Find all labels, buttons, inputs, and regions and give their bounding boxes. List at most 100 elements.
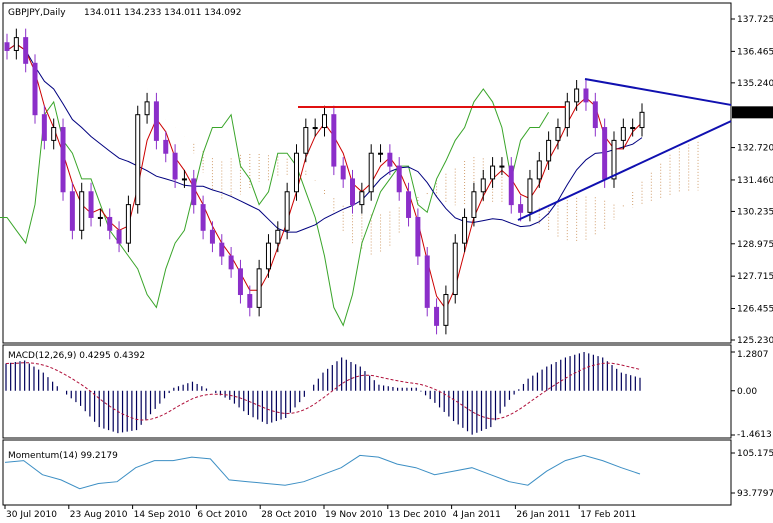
candle-body xyxy=(350,178,356,206)
macd-tick-label: 0.00 xyxy=(737,387,757,397)
candle-body xyxy=(228,255,234,270)
candle-body xyxy=(546,139,552,162)
candle-body xyxy=(69,191,75,231)
candle-body xyxy=(471,191,477,218)
candle-body xyxy=(60,127,66,193)
date-tick-label: 19 Nov 2010 xyxy=(325,510,383,520)
candle-body xyxy=(378,152,384,155)
candle-body xyxy=(303,127,309,154)
main-panel xyxy=(2,2,732,344)
slow-moving-average xyxy=(6,43,643,233)
candle-body xyxy=(406,191,412,218)
price-tick-label: 125.230 xyxy=(737,336,773,346)
candle-body xyxy=(490,165,496,180)
candle-body xyxy=(574,88,580,103)
lower-trendline xyxy=(517,120,732,221)
candle-body xyxy=(611,139,617,180)
date-tick-label: 6 Oct 2010 xyxy=(197,510,247,520)
candle-body xyxy=(163,139,169,154)
chart-title: GBPJPY,Daily xyxy=(8,8,66,18)
candle-body xyxy=(639,111,645,129)
price-tick-label: 126.455 xyxy=(737,305,773,315)
candle-body xyxy=(340,165,346,180)
candle-body xyxy=(583,88,589,103)
candle-body xyxy=(237,268,243,296)
candle-body xyxy=(209,229,215,244)
candle-body xyxy=(331,114,337,167)
candle-body xyxy=(32,62,38,116)
candle-body xyxy=(247,294,253,308)
candle-body xyxy=(555,127,561,141)
candle-body xyxy=(396,165,402,193)
candle-body xyxy=(181,178,187,181)
candle-body xyxy=(88,191,94,218)
macd-histogram xyxy=(5,352,641,435)
candle-body xyxy=(387,152,393,167)
macd-tick-label: 1.2807 xyxy=(737,350,769,360)
candle-body xyxy=(125,204,131,244)
price-tick-label: 137.725 xyxy=(737,15,773,25)
date-tick-label: 14 Sep 2010 xyxy=(134,510,191,520)
date-tick-label: 17 Feb 2011 xyxy=(580,510,636,520)
candle-body xyxy=(135,114,141,206)
date-tick-label: 23 Aug 2010 xyxy=(70,510,128,520)
candle-body xyxy=(116,229,122,244)
price-tick-label: 127.715 xyxy=(737,272,773,282)
candle-body xyxy=(293,152,299,193)
candle-body xyxy=(368,152,374,193)
candle-body xyxy=(4,42,10,51)
candle-body xyxy=(153,101,159,141)
candle-body xyxy=(51,127,57,141)
candle-body xyxy=(79,191,85,231)
candle-body xyxy=(536,160,542,180)
price-tick-label: 128.975 xyxy=(737,240,773,250)
candle-body xyxy=(443,294,449,326)
candle-body xyxy=(219,242,225,257)
momentum-tick-label: 93.7797 xyxy=(737,489,773,499)
date-tick-label: 28 Oct 2010 xyxy=(261,510,317,520)
date-tick-label: 30 Jul 2010 xyxy=(6,510,57,520)
candle-body xyxy=(322,114,327,129)
date-tick-label: 26 Jan 2011 xyxy=(516,510,570,520)
candle-body xyxy=(630,127,636,130)
price-tick-label: 131.460 xyxy=(737,176,773,186)
candle-body xyxy=(265,242,271,270)
price-tick-label: 130.235 xyxy=(737,207,773,217)
candle-body xyxy=(592,101,598,129)
candle-body xyxy=(107,216,113,231)
candle-body xyxy=(275,229,281,244)
macd-panel xyxy=(2,344,732,439)
candle-body xyxy=(23,37,29,64)
candle-body xyxy=(41,114,47,141)
candle-body xyxy=(359,191,365,206)
candle-body xyxy=(424,255,430,308)
candle-body xyxy=(518,204,524,213)
current-price-marker xyxy=(732,106,773,119)
candle-body xyxy=(172,152,178,180)
price-tick-label: 135.240 xyxy=(737,79,773,89)
candle-body xyxy=(564,101,570,129)
candle-body xyxy=(462,216,468,244)
ohlc-readout: 134.011 134.233 134.011 134.092 xyxy=(84,8,241,18)
date-tick-label: 4 Jan 2011 xyxy=(453,510,501,520)
candle-body xyxy=(312,127,318,130)
price-tick-label: 136.465 xyxy=(737,47,773,57)
momentum-title: Momentum(14) 99.2179 xyxy=(8,451,118,461)
upper-trendline xyxy=(584,78,732,106)
lagging-span-line xyxy=(0,88,550,327)
date-tick-label: 13 Dec 2010 xyxy=(389,510,447,520)
momentum-line xyxy=(4,454,641,490)
candle-body xyxy=(480,178,486,193)
candle-body xyxy=(620,127,626,141)
candle-body xyxy=(508,165,514,206)
candle-body xyxy=(499,165,505,168)
candle-body xyxy=(256,268,262,308)
macd-title: MACD(12,26,9) 0.4295 0.4392 xyxy=(8,351,145,361)
candle-body xyxy=(415,216,421,257)
candle-body xyxy=(284,191,290,231)
macd-signal-line xyxy=(5,362,641,421)
macd-tick-label: -1.4613 xyxy=(737,430,772,440)
candle-body xyxy=(191,178,197,206)
candles xyxy=(4,28,645,335)
